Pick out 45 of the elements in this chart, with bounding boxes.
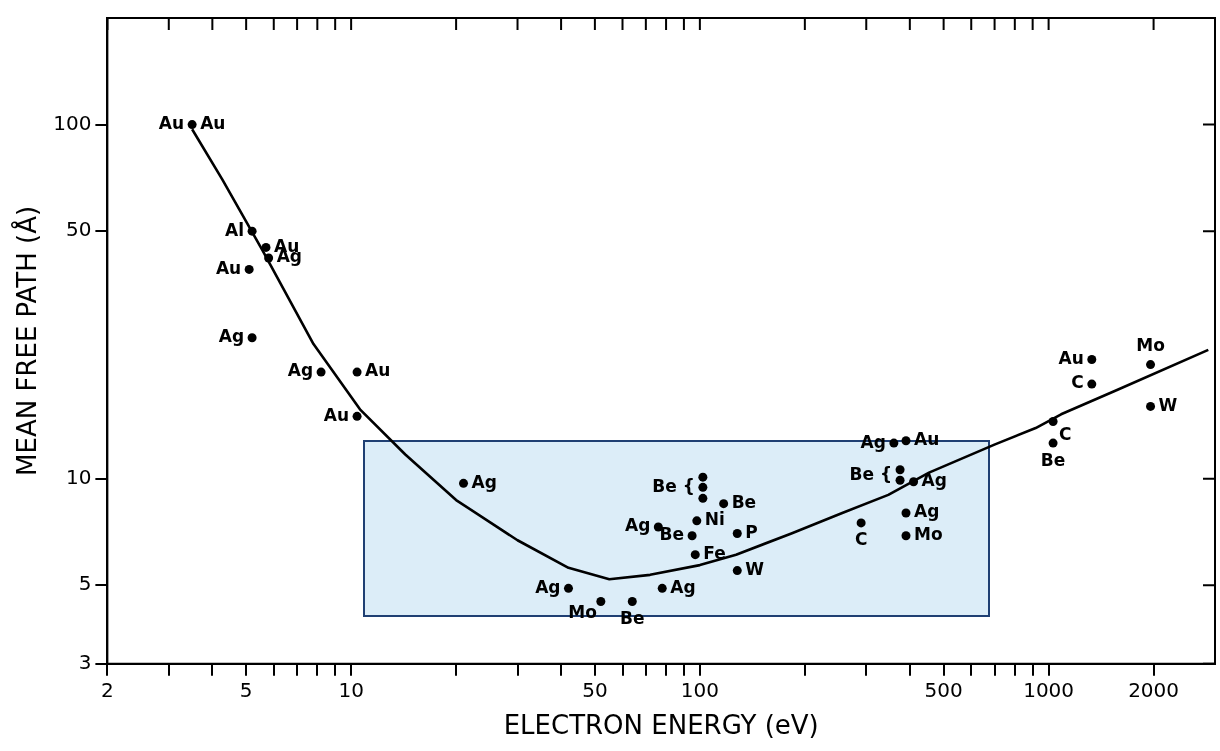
y-tick-label: 100 [53,110,92,135]
annotation: Ag [670,576,696,597]
annotation: C [1059,423,1072,444]
x-tick-label: 10 [338,678,364,702]
y-tick-label: 5 [78,571,92,596]
y-tick-label: 10 [65,464,92,489]
annotation: Be { [849,464,893,485]
annotation: Ag [921,470,947,491]
x-tick-label: 100 [680,678,719,702]
annotation: Ag [287,360,314,381]
annotation: P [745,521,758,542]
annotation: Ag [471,471,497,492]
annotation: Be [659,524,685,545]
annotation: Be { [652,475,695,496]
annotation: Au [1058,347,1084,368]
annotation: Ag [218,326,245,347]
annotation: Mo [914,524,943,545]
annotation: Au [323,404,350,425]
annotation: Al [225,219,245,240]
y-axis-title: MEAN FREE PATH (Å) [11,205,43,476]
y-tick-label: 50 [65,217,92,242]
annotation: C [854,529,868,550]
annotation: Ag [624,515,651,536]
x-tick-label: 2 [101,678,114,702]
annotation: Be [731,492,757,513]
annotation: Ag [535,576,561,597]
annotation: Au [158,113,185,134]
annotation: W [745,559,765,580]
x-axis-title: ELECTRON ENERGY (eV) [503,710,819,741]
x-tick-label: 5 [239,678,253,702]
x-tick-label: 1000 [1023,678,1075,702]
annotation: Fe [703,543,726,564]
annotation: Ag [914,501,940,522]
x-tick-label: 2000 [1128,678,1180,702]
x-tick-label: 50 [582,678,608,702]
annotation: Au [200,113,226,134]
x-tick-label: 500 [924,678,963,702]
annotation: C [1071,372,1084,393]
annotation: W [1158,394,1178,415]
annotation: Be [1040,449,1066,470]
annotation: Au [215,257,242,278]
y-tick-label: 3 [78,650,92,674]
annotation: Ni [704,509,725,530]
annotation: Au [365,360,391,381]
annotation: Mo [1136,334,1165,355]
